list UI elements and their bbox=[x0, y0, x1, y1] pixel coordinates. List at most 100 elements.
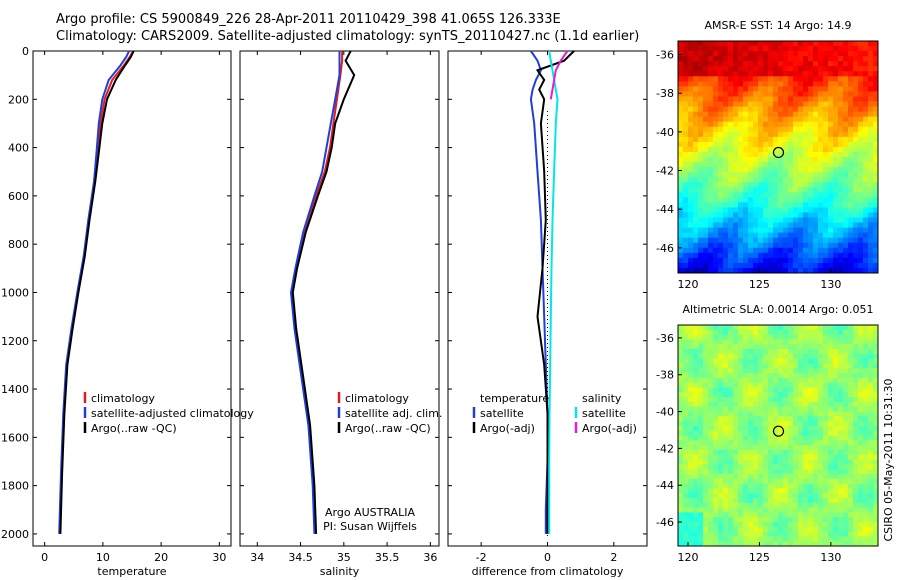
map-cell bbox=[678, 242, 684, 249]
map-cell bbox=[738, 91, 744, 97]
map-cell bbox=[683, 325, 689, 331]
map-cell bbox=[853, 421, 859, 427]
map-cell bbox=[838, 411, 844, 417]
map-cell bbox=[688, 411, 694, 417]
map-cell bbox=[728, 247, 734, 254]
map-cell bbox=[833, 421, 839, 427]
map-cell bbox=[688, 430, 694, 436]
map-cell bbox=[718, 526, 724, 532]
map-cell bbox=[848, 329, 854, 335]
map-cell bbox=[803, 237, 809, 244]
map-cell bbox=[843, 162, 849, 168]
map-cell bbox=[833, 202, 839, 208]
map-cell bbox=[858, 51, 864, 57]
map-cell bbox=[793, 445, 799, 451]
map-cell bbox=[843, 121, 849, 128]
map-cell bbox=[873, 46, 879, 52]
map-cell bbox=[763, 325, 769, 331]
map-cell bbox=[858, 464, 864, 470]
map-cell bbox=[693, 172, 699, 178]
map-cell bbox=[758, 421, 764, 427]
map-cell bbox=[828, 86, 834, 92]
map-cell bbox=[798, 382, 804, 388]
map-cell bbox=[873, 126, 879, 133]
map-cell bbox=[728, 473, 734, 480]
map-cell bbox=[833, 182, 839, 188]
map-cell bbox=[863, 111, 869, 118]
map-cell bbox=[848, 187, 854, 193]
map-cell bbox=[738, 416, 744, 422]
map-cell bbox=[738, 192, 744, 198]
map-cell bbox=[748, 334, 754, 340]
map-cell bbox=[853, 387, 859, 393]
map-cell bbox=[763, 344, 769, 350]
map-cell bbox=[843, 126, 849, 133]
map-cell bbox=[838, 86, 844, 92]
map-cell bbox=[808, 329, 814, 335]
map-cell bbox=[703, 397, 709, 403]
map-cell bbox=[788, 56, 794, 62]
map-cell bbox=[813, 227, 819, 234]
map-cell bbox=[863, 421, 869, 427]
map-cell bbox=[743, 91, 749, 97]
map-cell bbox=[793, 91, 799, 97]
map-cell bbox=[693, 212, 699, 218]
map-cell bbox=[833, 96, 839, 102]
map-cell bbox=[728, 131, 734, 138]
map-cell bbox=[868, 76, 874, 82]
map-cell bbox=[743, 483, 749, 489]
map-cell bbox=[768, 116, 774, 123]
map-cell bbox=[763, 101, 769, 107]
map-cell bbox=[853, 449, 859, 456]
map-cell bbox=[723, 382, 729, 388]
map-cell bbox=[858, 502, 864, 508]
map-cell bbox=[828, 329, 834, 335]
map-cell bbox=[753, 197, 759, 203]
map-cell bbox=[853, 425, 859, 432]
map-cell bbox=[693, 339, 699, 345]
map-cell bbox=[808, 66, 814, 72]
map-cell bbox=[703, 96, 709, 102]
map-cell bbox=[708, 406, 714, 412]
map-cell bbox=[723, 227, 729, 234]
map-cell bbox=[743, 222, 749, 229]
map-cell bbox=[758, 430, 764, 436]
map-cell bbox=[863, 66, 869, 72]
map-cell bbox=[683, 157, 689, 163]
map-cell bbox=[713, 217, 719, 223]
map-cell bbox=[803, 416, 809, 422]
map-cell bbox=[708, 61, 714, 67]
map-cell bbox=[858, 146, 864, 153]
map-cell bbox=[798, 232, 804, 239]
map-cell bbox=[738, 344, 744, 350]
plot-frame-1 bbox=[32, 50, 232, 547]
map-cell bbox=[748, 141, 754, 148]
map-cell bbox=[713, 459, 719, 465]
map-cell bbox=[778, 157, 784, 163]
map-cell bbox=[788, 358, 794, 364]
map-cell bbox=[868, 377, 874, 384]
map-cell bbox=[828, 469, 834, 475]
map-cell bbox=[858, 151, 864, 158]
map-cell bbox=[823, 454, 829, 460]
map-cell bbox=[868, 167, 874, 173]
map-cell bbox=[703, 126, 709, 133]
map-cell bbox=[713, 349, 719, 355]
map-cell bbox=[848, 207, 854, 213]
map-cell bbox=[848, 502, 854, 508]
map-cell bbox=[688, 512, 694, 518]
x-axis-label: difference from climatology bbox=[472, 565, 624, 578]
map-cell bbox=[843, 339, 849, 345]
map-cell bbox=[733, 478, 739, 484]
map-cell bbox=[703, 207, 709, 213]
map-cell bbox=[748, 106, 754, 113]
map-cell bbox=[833, 247, 839, 254]
map-cell bbox=[838, 502, 844, 508]
map-cell bbox=[678, 344, 684, 350]
map-cell bbox=[873, 157, 879, 163]
map-cell bbox=[728, 267, 734, 274]
map-cell bbox=[753, 526, 759, 532]
map-cell bbox=[718, 192, 724, 198]
series-line-3-4 bbox=[549, 50, 569, 100]
map-cell bbox=[833, 517, 839, 523]
